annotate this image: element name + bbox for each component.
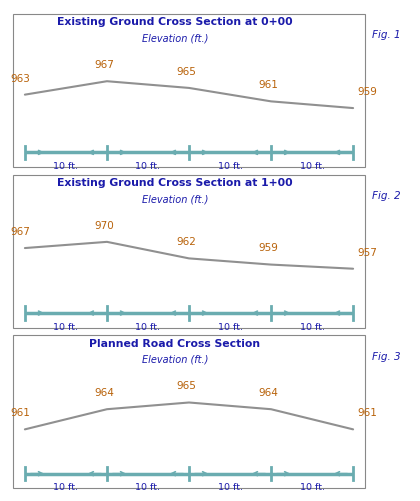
- Text: Elevation (ft.): Elevation (ft.): [142, 354, 208, 364]
- Text: 961: 961: [357, 407, 377, 417]
- Text: 10 ft.: 10 ft.: [218, 162, 242, 171]
- Bar: [13, 175, 365, 328]
- Text: 965: 965: [177, 381, 197, 391]
- Text: 10 ft.: 10 ft.: [299, 162, 325, 171]
- Text: 10 ft.: 10 ft.: [136, 162, 160, 171]
- Text: 10 ft.: 10 ft.: [53, 162, 79, 171]
- Text: 970: 970: [94, 220, 114, 230]
- Text: 967: 967: [94, 60, 115, 70]
- Text: 962: 962: [177, 237, 197, 247]
- Text: 10 ft.: 10 ft.: [218, 322, 242, 331]
- Bar: [13, 336, 365, 488]
- Text: 957: 957: [357, 247, 377, 257]
- Text: Fig. 3: Fig. 3: [372, 351, 400, 361]
- Text: 10 ft.: 10 ft.: [299, 322, 325, 331]
- Text: Planned Road Cross Section: Planned Road Cross Section: [89, 338, 260, 348]
- Text: 964: 964: [94, 387, 115, 397]
- Text: 959: 959: [357, 87, 377, 97]
- Bar: [13, 15, 365, 168]
- Text: 10 ft.: 10 ft.: [218, 482, 242, 491]
- Text: 10 ft.: 10 ft.: [299, 482, 325, 491]
- Text: Existing Ground Cross Section at 0+00: Existing Ground Cross Section at 0+00: [57, 18, 293, 27]
- Text: 959: 959: [259, 243, 278, 253]
- Text: 10 ft.: 10 ft.: [136, 482, 160, 491]
- Text: Fig. 2: Fig. 2: [372, 191, 400, 200]
- Text: 10 ft.: 10 ft.: [53, 482, 79, 491]
- Text: 961: 961: [259, 80, 278, 90]
- Text: 961: 961: [10, 407, 30, 417]
- Text: Fig. 1: Fig. 1: [372, 30, 400, 40]
- Text: 10 ft.: 10 ft.: [136, 322, 160, 331]
- Text: Existing Ground Cross Section at 1+00: Existing Ground Cross Section at 1+00: [57, 178, 293, 187]
- Text: 965: 965: [177, 67, 197, 77]
- Text: 10 ft.: 10 ft.: [53, 322, 79, 331]
- Text: Elevation (ft.): Elevation (ft.): [142, 194, 208, 204]
- Text: 964: 964: [259, 387, 278, 397]
- Text: 967: 967: [10, 226, 30, 236]
- Text: Elevation (ft.): Elevation (ft.): [142, 34, 208, 44]
- Text: 963: 963: [10, 74, 30, 83]
